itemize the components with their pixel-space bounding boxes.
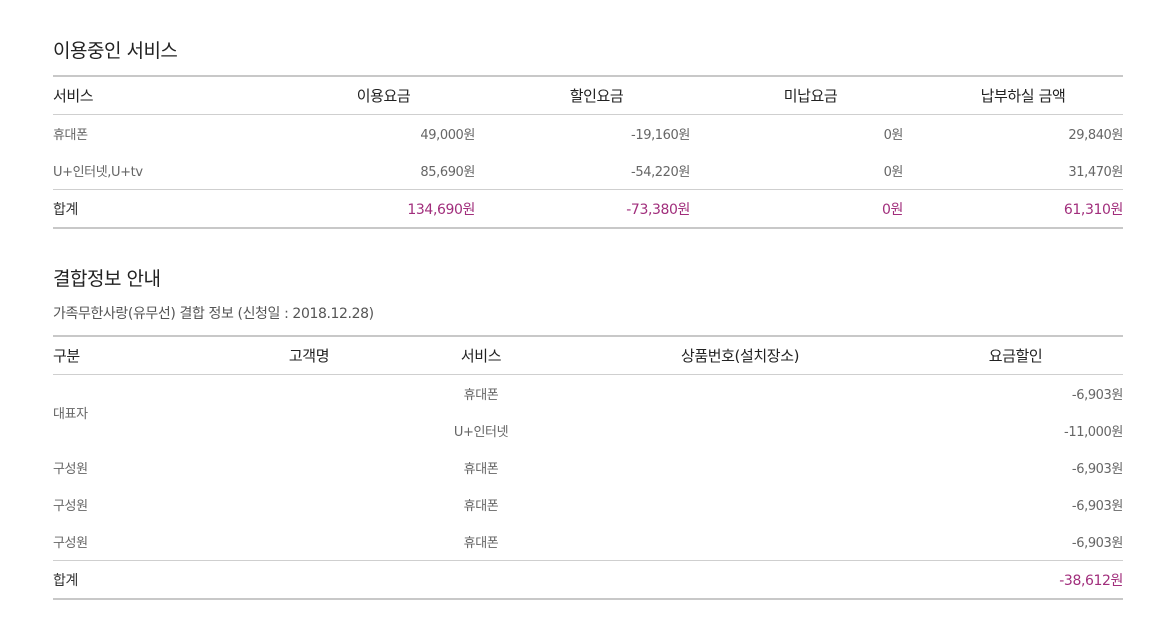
- member-service: U+인터넷: [453, 425, 509, 440]
- total-usage: 134,690원: [268, 189, 475, 229]
- member-discount: -6,903원: [1071, 388, 1123, 403]
- total-unpaid: 0원: [690, 189, 903, 229]
- table-header: 구분 고객명 서비스 상품번호(설치장소) 요금할인: [53, 335, 1123, 375]
- header-discount: 할인요금: [475, 75, 690, 115]
- product-number: [544, 449, 936, 486]
- member-service: 휴대폰: [463, 536, 499, 551]
- usage-fee: 85,690원: [420, 165, 475, 180]
- total-label: 합계: [53, 189, 268, 229]
- product-number: [544, 523, 936, 561]
- member-discount: -6,903원: [1071, 499, 1123, 514]
- empty-cell: [418, 560, 544, 600]
- header-customer: 고객명: [200, 335, 418, 375]
- bundle-table: 구분 고객명 서비스 상품번호(설치장소) 요금할인 대표자 휴대폰 -6,90…: [53, 335, 1123, 600]
- table-row: U+인터넷,U+tv 85,690원 -54,220원 0원 31,470원: [53, 152, 1123, 190]
- header-usage: 이용요금: [268, 75, 475, 115]
- member-service: 휴대폰: [463, 462, 499, 477]
- usage-fee: 49,000원: [420, 128, 475, 143]
- total-label: 합계: [53, 560, 200, 600]
- customer-name: [200, 486, 418, 523]
- header-discount: 요금할인: [936, 335, 1123, 375]
- service-name: U+인터넷,U+tv: [53, 165, 143, 180]
- member-type: 구성원: [53, 536, 88, 551]
- table-row: 대표자 휴대폰 -6,903원: [53, 375, 1123, 422]
- discount-fee: -19,160원: [631, 128, 690, 143]
- payable-amount: 29,840원: [1068, 128, 1123, 143]
- customer-name: [200, 375, 418, 450]
- total-row: 합계 -38,612원: [53, 560, 1123, 600]
- member-service: 휴대폰: [463, 499, 499, 514]
- service-name: 휴대폰: [53, 128, 88, 143]
- header-type: 구분: [53, 335, 200, 375]
- total-row: 합계 134,690원 -73,380원 0원 61,310원: [53, 189, 1123, 229]
- bundle-title: 결합정보 안내: [53, 268, 161, 290]
- services-table: 서비스 이용요금 할인요금 미납요금 납부하실 금액 휴대폰 49,000원 -…: [53, 75, 1123, 229]
- product-number: [544, 486, 936, 523]
- member-discount: -6,903원: [1071, 462, 1123, 477]
- empty-cell: [200, 560, 418, 600]
- unpaid-fee: 0원: [883, 165, 904, 180]
- unpaid-fee: 0원: [883, 128, 904, 143]
- total-discount: -73,380원: [475, 189, 690, 229]
- header-unpaid: 미납요금: [690, 75, 903, 115]
- table-header: 서비스 이용요금 할인요금 미납요금 납부하실 금액: [53, 75, 1123, 115]
- discount-fee: -54,220원: [631, 165, 690, 180]
- table-row: 구성원 휴대폰 -6,903원: [53, 449, 1123, 486]
- member-type: 구성원: [53, 462, 88, 477]
- empty-cell: [544, 560, 936, 600]
- payable-amount: 31,470원: [1068, 165, 1123, 180]
- table-row: 휴대폰 49,000원 -19,160원 0원 29,840원: [53, 115, 1123, 153]
- header-product-number: 상품번호(설치장소): [544, 335, 936, 375]
- member-service: 휴대폰: [463, 388, 499, 403]
- member-type: 대표자: [53, 406, 88, 422]
- services-title: 이용중인 서비스: [53, 40, 178, 62]
- member-discount: -11,000원: [1064, 425, 1123, 440]
- total-payable: 61,310원: [903, 189, 1123, 229]
- header-payable: 납부하실 금액: [903, 75, 1123, 115]
- customer-name: [200, 523, 418, 561]
- table-row: U+인터넷 -11,000원: [53, 412, 1124, 449]
- customer-name: [200, 449, 418, 486]
- total-discount: -38,612원: [936, 560, 1123, 600]
- header-service: 서비스: [418, 335, 544, 375]
- member-type: 구성원: [53, 499, 88, 514]
- header-service: 서비스: [53, 75, 268, 115]
- table-row: 구성원 휴대폰 -6,903원: [53, 486, 1123, 523]
- product-number: [544, 375, 936, 450]
- bundle-subtitle: 가족무한사랑(유무선) 결합 정보 (신청일 : 2018.12.28): [53, 306, 374, 322]
- table-row: 구성원 휴대폰 -6,903원: [53, 523, 1123, 561]
- member-discount: -6,903원: [1071, 536, 1123, 551]
